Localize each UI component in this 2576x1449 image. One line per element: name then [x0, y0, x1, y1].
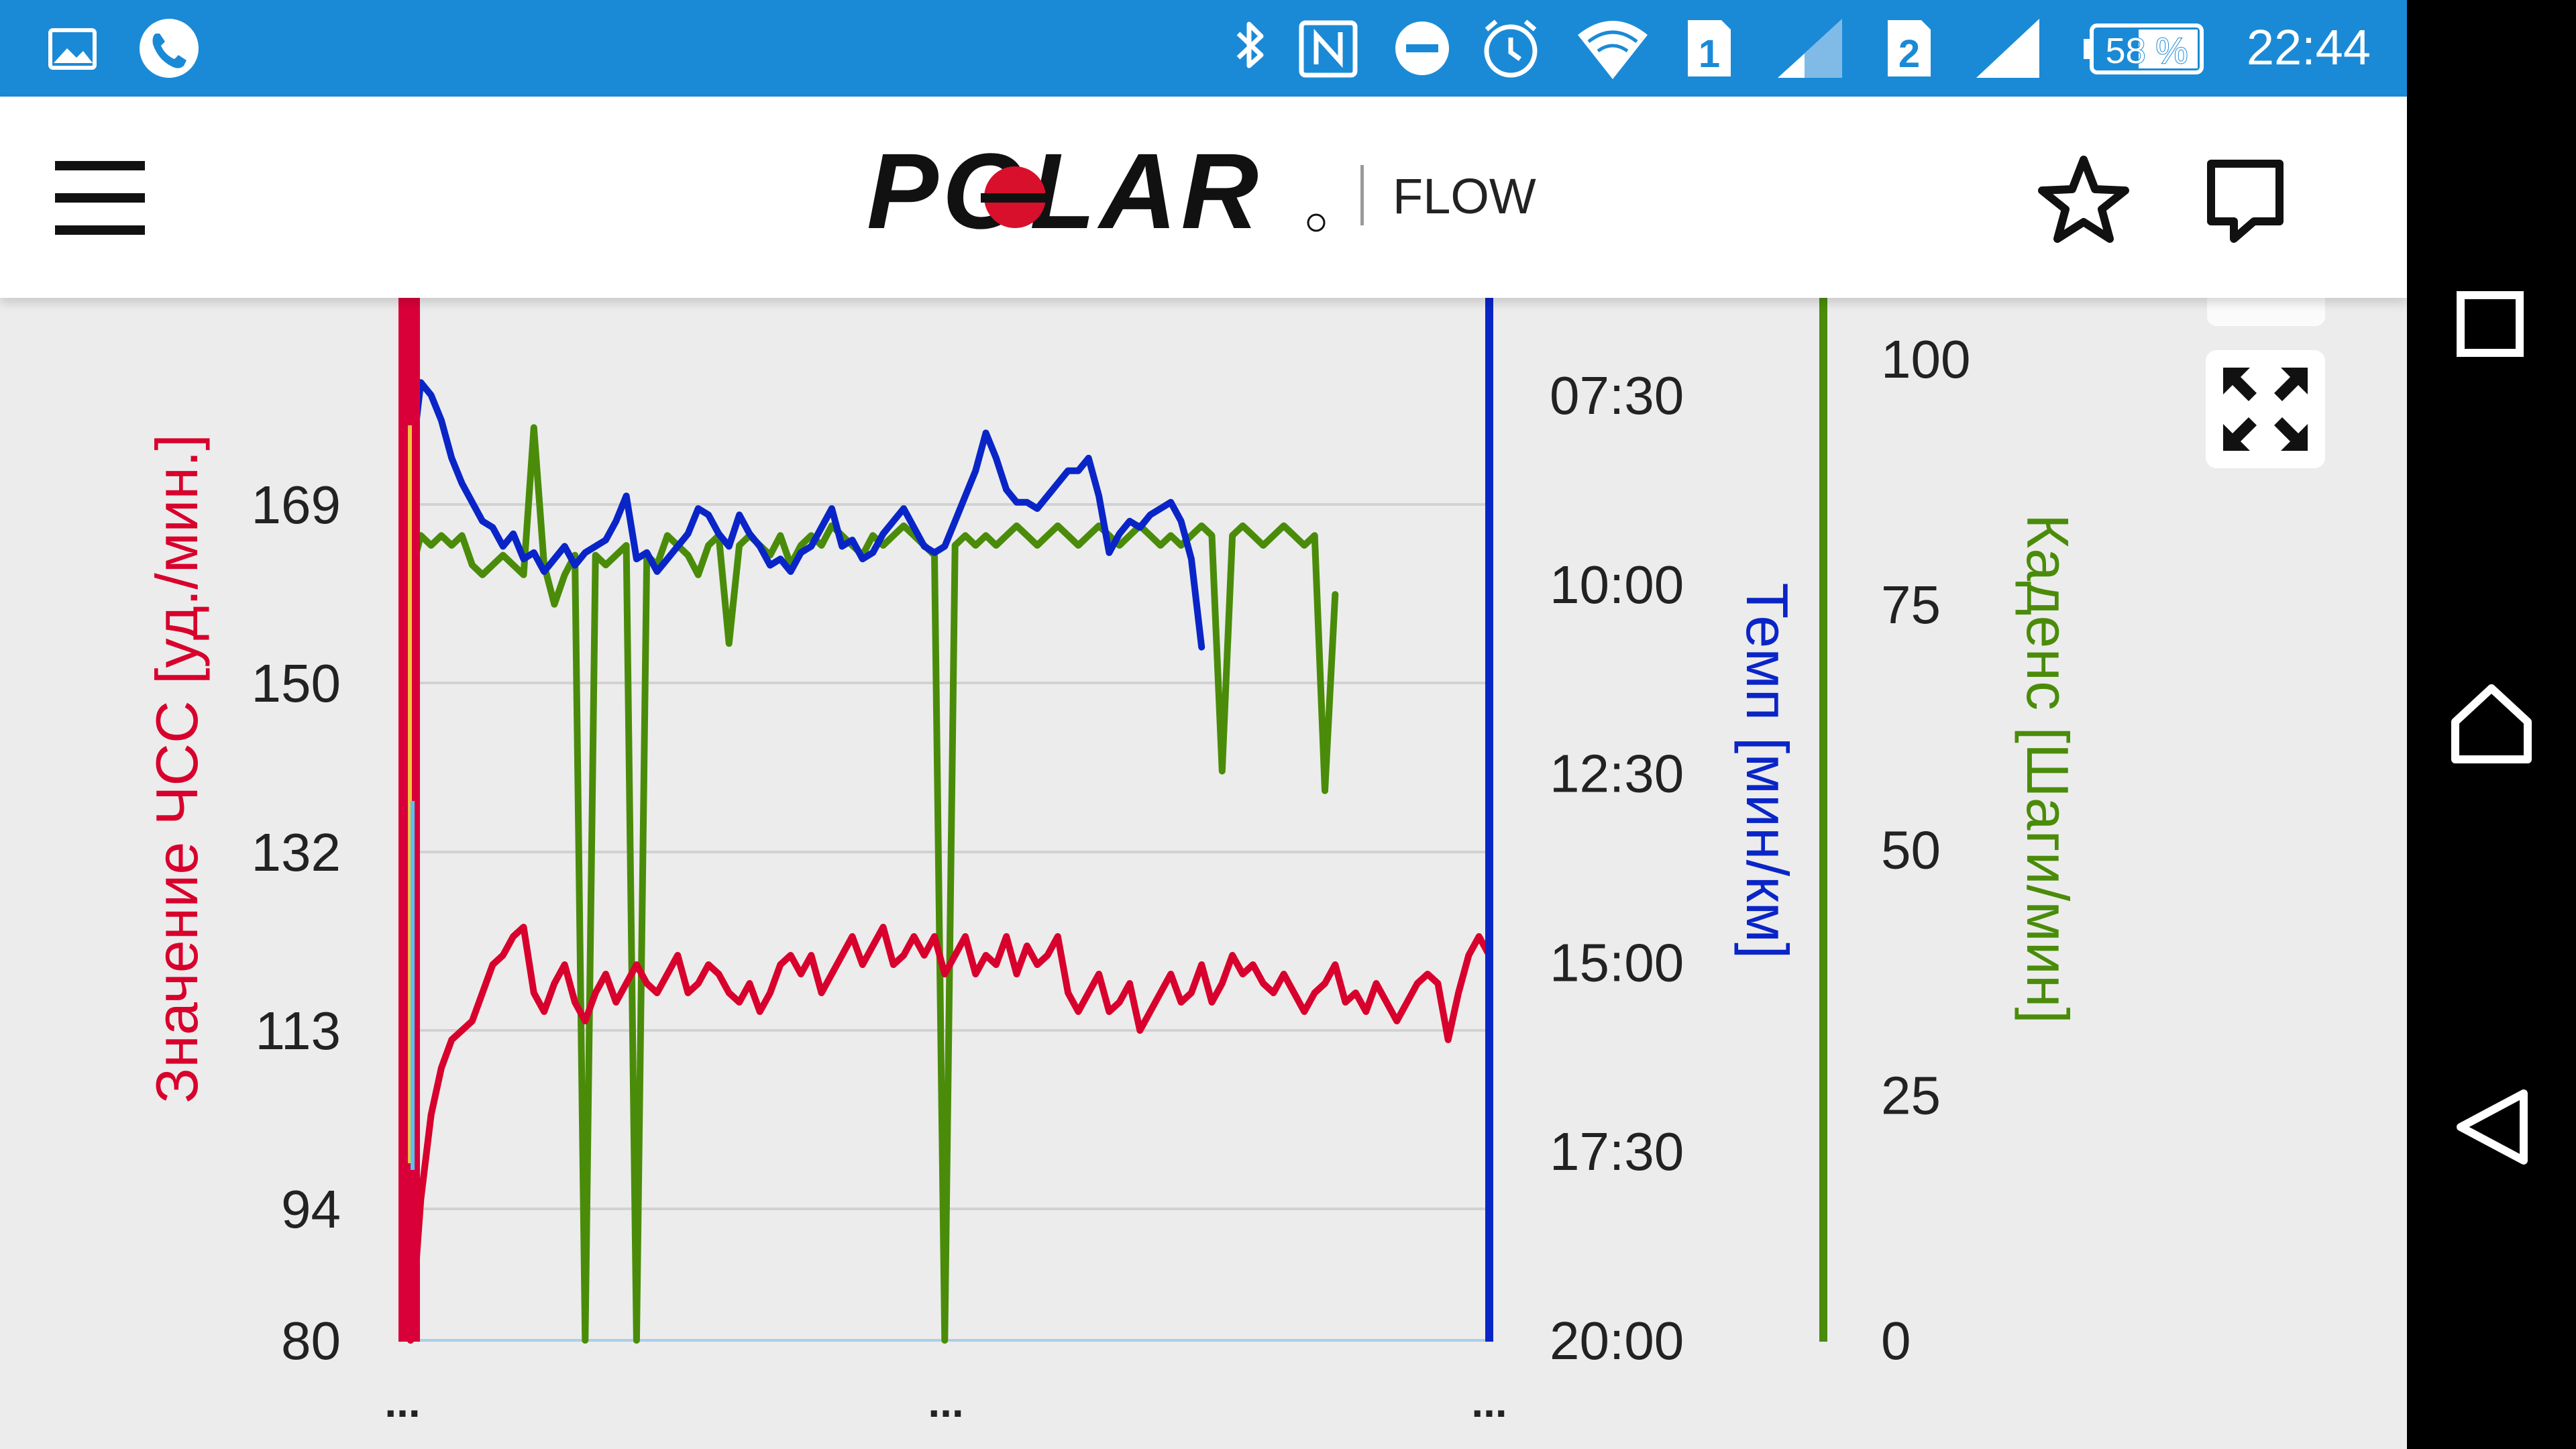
fullscreen-button[interactable]	[2206, 350, 2325, 468]
cadence-tick-label: 75	[1881, 575, 1941, 635]
pace-tick-label: 10:00	[1550, 555, 1684, 614]
star-icon[interactable]	[2038, 156, 2129, 243]
cadence-line	[407, 424, 1339, 1344]
chart-control-partial[interactable]	[2207, 298, 2325, 326]
cadence-tick-label: 50	[1881, 820, 1941, 880]
cadence-axis-title: Каденс [Шаги/мин]	[2015, 514, 2081, 1024]
training-chart[interactable]: 169 150 132 113 94 80 Значение ЧСС [уд./мин.] 0…	[0, 298, 2407, 1449]
phone-call-icon	[140, 19, 199, 78]
status-time: 22:44	[2247, 19, 2371, 75]
x-tick-label: ...	[384, 1378, 420, 1426]
cadence-tick-label: 100	[1881, 329, 1970, 389]
alarm-icon	[1484, 19, 1538, 78]
recents-icon[interactable]	[2457, 291, 2524, 357]
svg-text:2: 2	[1898, 32, 1920, 76]
sim1-icon: 1	[1688, 20, 1731, 76]
hr-tick-label: 169	[252, 475, 341, 535]
chart-area: 169 150 132 113 94 80 Значение ЧСС [уд./мин.] 0…	[0, 298, 2407, 1449]
pace-axis-line	[1485, 298, 1493, 1342]
status-bar: 1 2 58 % 22:44	[0, 0, 2407, 97]
fullscreen-icon	[2223, 368, 2308, 451]
do-not-disturb-icon	[1395, 21, 1449, 75]
hr-tick-label: 80	[281, 1311, 341, 1371]
hr-tick-label: 132	[252, 822, 341, 882]
x-tick-label: ...	[1471, 1378, 1507, 1426]
hr-tick-label: 150	[252, 653, 341, 713]
pace-tick-label: 15:00	[1550, 932, 1684, 992]
svg-text:1: 1	[1699, 32, 1720, 76]
pace-tick-label: 17:30	[1550, 1122, 1684, 1181]
zone-marker-blue	[411, 801, 415, 1170]
home-icon[interactable]	[2451, 684, 2532, 763]
cadence-tick-label: 0	[1881, 1311, 1911, 1371]
signal2-icon	[1976, 19, 2039, 78]
polar-logo: POLAR	[867, 131, 1326, 251]
battery-level: 58 %	[2105, 31, 2188, 71]
pace-tick-label: 20:00	[1550, 1311, 1684, 1371]
app-bar: POLAR FLOW	[0, 97, 2407, 298]
image-notification-icon	[48, 28, 97, 70]
nfc-icon	[1299, 20, 1358, 78]
x-tick-label: ...	[928, 1378, 963, 1426]
pace-tick-label: 07:30	[1550, 366, 1684, 425]
zone-marker-yellow	[408, 425, 412, 1163]
pace-line	[407, 379, 1205, 651]
pace-tick-label: 12:30	[1550, 744, 1684, 804]
signal1-icon	[1778, 19, 1842, 78]
pace-axis-title: Темп [мин/км]	[1734, 583, 1801, 959]
menu-icon[interactable]	[52, 161, 146, 259]
hr-tick-label: 94	[281, 1179, 341, 1239]
sim2-icon: 2	[1888, 20, 1931, 76]
wifi-icon	[1578, 21, 1648, 79]
hr-axis-title: Значение ЧСС [уд./мин.]	[144, 434, 210, 1104]
bluetooth-icon	[1236, 21, 1264, 68]
hr-tick-label: 113	[255, 1001, 341, 1061]
back-icon[interactable]	[2457, 1089, 2528, 1165]
product-name: FLOW	[1393, 168, 1536, 224]
navigation-bar	[2407, 0, 2576, 1449]
logo-divider	[1360, 165, 1364, 225]
heart-rate-line	[407, 924, 1493, 1344]
cadence-axis-line	[1819, 298, 1827, 1342]
cadence-tick-label: 25	[1881, 1065, 1941, 1125]
battery-icon: 58 %	[2084, 23, 2204, 74]
svg-text:POLAR: POLAR	[867, 131, 1263, 251]
comment-icon[interactable]	[2207, 160, 2284, 243]
